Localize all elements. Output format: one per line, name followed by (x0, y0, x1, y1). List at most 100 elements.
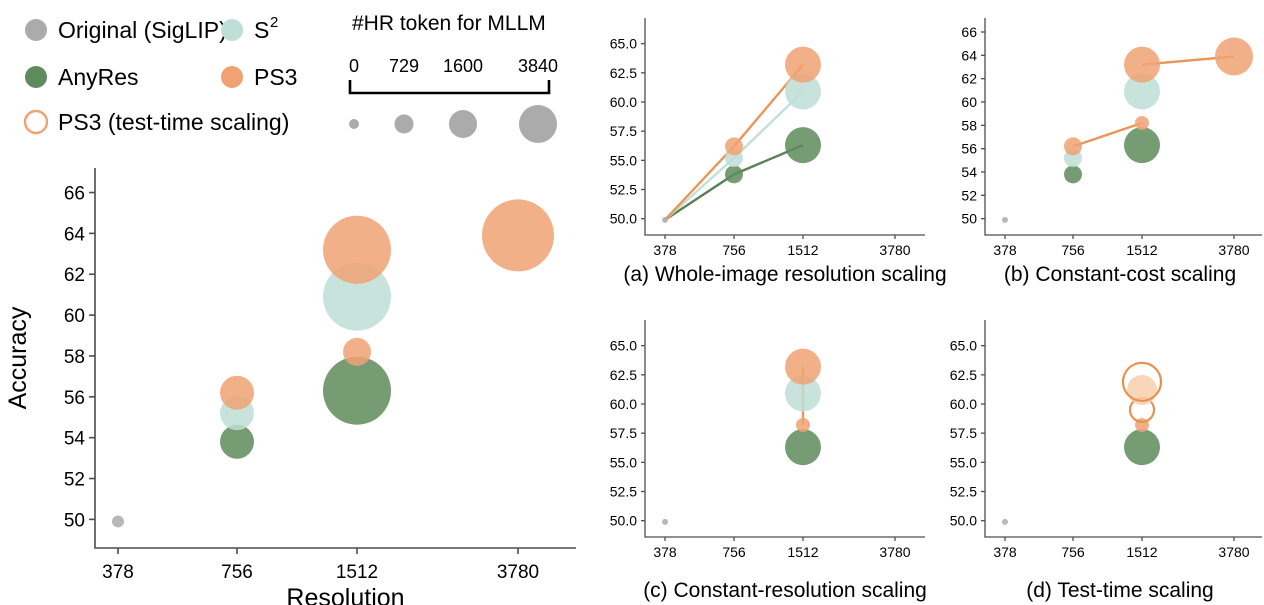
caption-d: (d) Test-time scaling (1026, 579, 1214, 602)
y-tick-label-main-5: 60 (64, 306, 85, 327)
chart-b: 50 52 54 56 58 60 62 64 66 378 756 1512 3780 (961, 18, 1262, 258)
legend-ps3-swatch-icon (221, 66, 243, 88)
y-tick-label-c-2: 55.0 (610, 454, 637, 470)
y-tick-label-a-1: 52.5 (610, 182, 637, 198)
data-point-main-8 (482, 199, 554, 272)
legend-anyres[interactable]: AnyRes (25, 64, 139, 90)
y-tick-label-b-3: 56 (961, 141, 977, 157)
y-tick-label-main-0: 50 (64, 510, 85, 531)
legend-anyres-label: AnyRes (58, 64, 139, 90)
x-tick-label-a-0: 378 (653, 242, 677, 258)
x-tick-label-d-3: 3780 (1218, 544, 1249, 560)
y-tick-label-main-6: 62 (64, 265, 85, 286)
x-tick-label-a-3: 3780 (879, 242, 910, 258)
y-tick-label-main-4: 58 (64, 347, 85, 368)
y-tick-label-d-6: 65.0 (950, 338, 977, 354)
y-tick-label-a-5: 62.5 (610, 65, 637, 81)
data-point-b-0 (1002, 216, 1008, 223)
y-tick-label-b-2: 54 (961, 164, 977, 180)
data-point-main-5 (343, 337, 371, 366)
y-axis-title-main: Accuracy (4, 306, 32, 409)
y-tick-label-main-3: 56 (64, 388, 85, 409)
y-tick-label-c-4: 60.0 (610, 396, 637, 412)
series-legend: Original (SigLIP) S 2 AnyRes PS3 PS3 (test-ti… (23, 14, 297, 135)
data-point-b-7 (1124, 46, 1160, 83)
data-point-a-3 (725, 137, 743, 156)
x-tick-label-main-1: 756 (221, 562, 253, 583)
x-tick-label-a-1: 756 (722, 242, 746, 258)
size-legend-bubble-1 (394, 114, 414, 134)
x-tick-label-main-3: 3780 (497, 562, 539, 583)
y-tick-label-d-4: 60.0 (950, 396, 977, 412)
data-point-main-3 (220, 375, 254, 410)
legend-original-siglip-swatch-icon (25, 19, 47, 41)
legend-ps3-label: PS3 (254, 64, 297, 90)
y-tick-label-b-1: 52 (961, 187, 977, 203)
data-point-d-1 (1124, 429, 1160, 466)
legend-original-siglip[interactable]: Original (SigLIP) (25, 17, 227, 43)
y-tick-label-d-5: 62.5 (950, 367, 977, 383)
data-point-main-0 (112, 515, 124, 528)
y-tick-label-a-2: 55.0 (610, 152, 637, 168)
y-tick-label-d-2: 55.0 (950, 454, 977, 470)
size-legend-tick-0: 0 (349, 56, 359, 76)
x-tick-label-c-3: 3780 (879, 544, 910, 560)
caption-c: (c) Constant-resolution scaling (643, 579, 927, 602)
size-legend-tick-3: 3840 (518, 56, 558, 76)
data-point-main-7 (323, 215, 391, 284)
data-point-b-4 (1124, 127, 1160, 164)
x-tick-label-c-0: 378 (653, 544, 677, 560)
x-tick-label-main-2: 1512 (336, 562, 378, 583)
legend-ps3-test-time-scaling[interactable]: PS3 (test-time scaling) (23, 109, 289, 135)
size-legend-title: #HR token for MLLM (352, 12, 546, 35)
data-point-c-4 (785, 348, 821, 385)
x-tick-label-d-2: 1512 (1126, 544, 1157, 560)
y-tick-label-a-6: 65.0 (610, 36, 637, 52)
legend-ps3-test-time-scaling-label: PS3 (test-time scaling) (58, 109, 289, 135)
data-point-c-1 (785, 429, 821, 466)
x-tick-label-d-0: 378 (993, 544, 1017, 560)
legend-ps3[interactable]: PS3 (221, 64, 297, 90)
chart-main: 50 52 54 56 58 60 62 64 66 378 756 1512 3780 Resoluti… (4, 168, 576, 605)
y-tick-label-b-5: 60 (961, 94, 977, 110)
x-tick-label-a-2: 1512 (787, 242, 818, 258)
data-point-a-4 (785, 127, 821, 164)
x-tick-label-b-2: 1512 (1126, 242, 1157, 258)
axis-spines-d (984, 320, 1262, 538)
connector-line-b-0 (1072, 121, 1143, 148)
x-tick-label-b-1: 756 (1061, 242, 1085, 258)
caption-b: (b) Constant-cost scaling (1004, 263, 1236, 286)
y-tick-label-c-6: 65.0 (610, 338, 637, 354)
y-tick-label-b-8: 66 (961, 24, 977, 40)
size-legend: #HR token for MLLM 0 729 1600 3840 (348, 12, 558, 143)
data-point-a-1 (725, 165, 743, 184)
caption-a: (a) Whole-image resolution scaling (623, 263, 946, 286)
y-tick-label-c-0: 50.0 (610, 513, 637, 529)
data-point-d-0 (1002, 518, 1008, 525)
data-point-d-5 (1121, 361, 1163, 402)
y-tick-label-c-1: 52.5 (610, 484, 637, 500)
data-point-b-6 (1124, 73, 1160, 110)
legend-s2-label: S (254, 17, 269, 43)
subplot-captions: (a) Whole-image resolution scaling (b) Co… (623, 263, 1236, 602)
data-point-c-2 (796, 418, 810, 432)
x-tick-label-b-0: 378 (993, 242, 1017, 258)
x-tick-label-c-2: 1512 (787, 544, 818, 560)
y-tick-label-main-2: 54 (64, 429, 86, 450)
data-point-b-1 (1064, 165, 1082, 184)
size-legend-bubble-2 (449, 110, 477, 138)
x-axis-title-main: Resolution (286, 584, 404, 605)
y-tick-label-d-1: 52.5 (950, 484, 977, 500)
data-point-a-6 (785, 46, 821, 83)
x-tick-label-main-0: 378 (102, 562, 134, 583)
y-tick-label-c-3: 57.5 (610, 425, 637, 441)
x-tick-label-c-1: 756 (722, 544, 746, 560)
data-point-c-3 (785, 375, 821, 412)
y-tick-label-a-4: 60.0 (610, 94, 637, 110)
axis-spines-a (644, 18, 925, 236)
size-legend-tick-1: 729 (389, 56, 419, 76)
chart-c: 50.0 52.5 55.0 57.5 60.0 62.5 65.0 378 756 1512 37… (610, 320, 925, 560)
